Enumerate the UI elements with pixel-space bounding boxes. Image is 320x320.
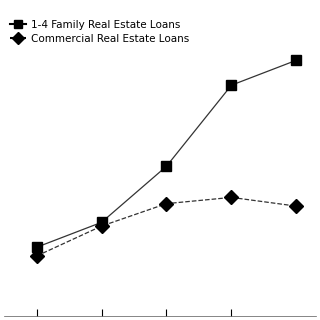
Legend: 1-4 Family Real Estate Loans, Commercial Real Estate Loans: 1-4 Family Real Estate Loans, Commercial…	[6, 16, 194, 48]
